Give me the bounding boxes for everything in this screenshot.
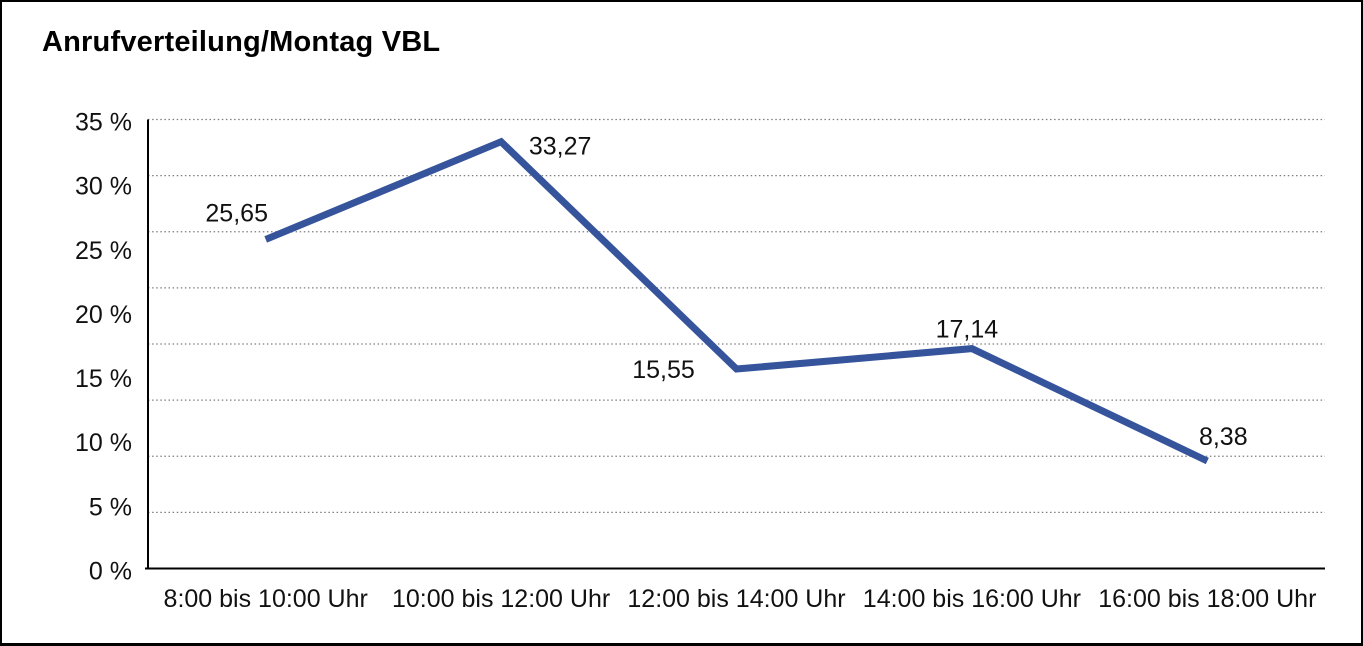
chart-title: Anrufverteilung/Montag VBL <box>42 26 441 58</box>
y-tick-label: 15 % <box>75 365 132 393</box>
y-tick-label: 10 % <box>75 429 132 457</box>
x-category-label: 16:00 bis 18:00 Uhr <box>1098 585 1316 613</box>
y-tick-label: 20 % <box>75 301 132 329</box>
y-tick-label: 30 % <box>75 173 132 201</box>
y-tick-label: 35 % <box>75 109 132 137</box>
data-value-label: 8,38 <box>1199 423 1248 451</box>
data-value-label: 25,65 <box>205 199 268 227</box>
data-value-label: 17,14 <box>936 316 999 344</box>
x-category-label: 12:00 bis 14:00 Uhr <box>627 585 845 613</box>
x-category-label: 14:00 bis 16:00 Uhr <box>863 585 1081 613</box>
data-line <box>264 137 1209 465</box>
data-value-label: 15,55 <box>632 356 695 384</box>
x-category-label: 10:00 bis 12:00 Uhr <box>392 585 610 613</box>
x-category-label: 8:00 bis 10:00 Uhr <box>164 585 368 613</box>
y-tick-label: 25 % <box>75 237 132 265</box>
y-tick-label: 0 % <box>89 558 132 586</box>
y-tick-label: 5 % <box>89 493 132 521</box>
data-value-label: 33,27 <box>529 133 592 161</box>
